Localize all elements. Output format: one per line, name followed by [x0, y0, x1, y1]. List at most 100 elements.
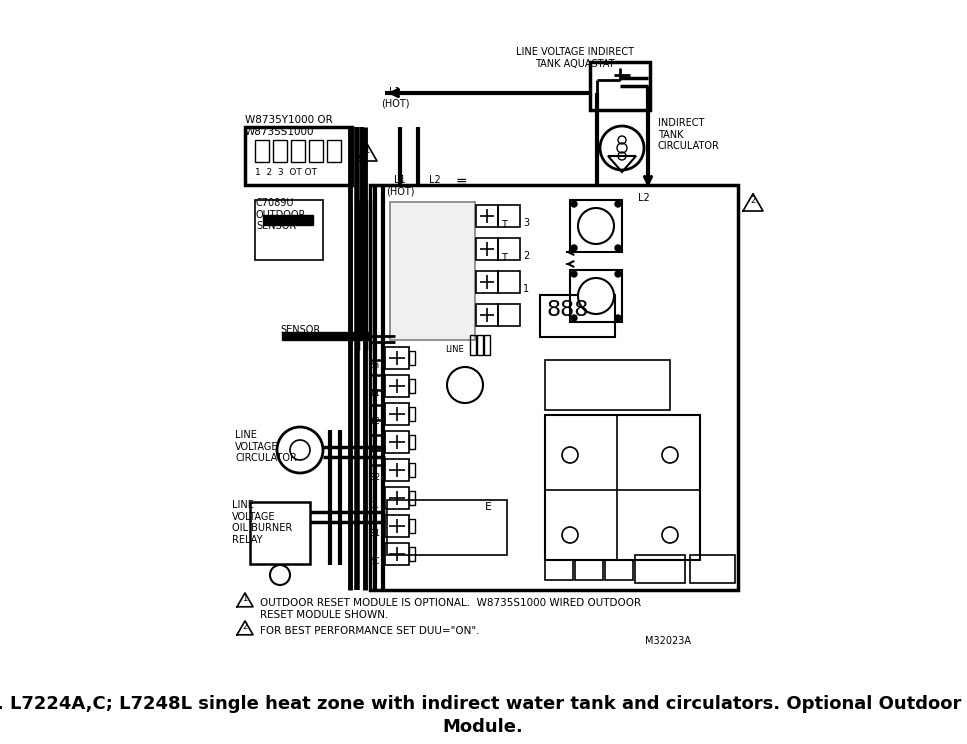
Circle shape: [270, 565, 290, 585]
Circle shape: [571, 315, 577, 321]
Bar: [498, 238, 520, 260]
Text: Fig. 8. L7224A,C; L7248L single heat zone with indirect water tank and circulato: Fig. 8. L7224A,C; L7248L single heat zon…: [0, 695, 967, 713]
Text: L1
(HOT): L1 (HOT): [381, 87, 409, 109]
Bar: [409, 463, 415, 477]
Text: C7089U
OUTDOOR
SENSOR: C7089U OUTDOOR SENSOR: [256, 198, 307, 231]
Text: B2: B2: [368, 473, 380, 482]
Bar: [245, 127, 352, 185]
Text: 1: 1: [243, 594, 248, 603]
Bar: [476, 238, 498, 260]
Text: L2: L2: [370, 417, 380, 426]
Text: LINE
VOLTAGE
OIL BURNER
RELAY: LINE VOLTAGE OIL BURNER RELAY: [232, 500, 292, 545]
Bar: [498, 304, 520, 326]
Bar: [385, 347, 409, 369]
Text: T: T: [501, 220, 507, 230]
Bar: [545, 415, 700, 560]
Bar: [635, 555, 685, 583]
Bar: [540, 295, 615, 337]
Bar: [409, 519, 415, 533]
Bar: [570, 270, 622, 322]
Text: M32023A: M32023A: [645, 636, 691, 646]
Text: 2: 2: [750, 196, 755, 205]
Bar: [409, 379, 415, 393]
Text: C2: C2: [368, 445, 380, 454]
Circle shape: [662, 447, 678, 463]
Bar: [476, 271, 498, 293]
Text: B1: B1: [368, 529, 380, 538]
Bar: [282, 332, 370, 340]
Text: L1: L1: [370, 389, 380, 398]
Bar: [409, 407, 415, 421]
Bar: [545, 360, 670, 410]
Bar: [476, 205, 498, 227]
Bar: [498, 205, 520, 227]
Circle shape: [447, 367, 483, 403]
Bar: [605, 560, 633, 580]
Text: C1: C1: [368, 501, 380, 510]
Circle shape: [615, 271, 621, 277]
Text: Zh: Zh: [368, 361, 380, 370]
Bar: [409, 491, 415, 505]
Bar: [575, 560, 603, 580]
Text: E: E: [485, 502, 492, 512]
Text: 2: 2: [243, 622, 248, 631]
Circle shape: [277, 427, 323, 473]
Text: L2: L2: [638, 193, 650, 203]
Text: T: T: [501, 253, 507, 263]
Bar: [385, 487, 409, 509]
Text: LINE: LINE: [445, 345, 463, 354]
Bar: [570, 200, 622, 252]
Bar: [263, 215, 313, 225]
Text: W8735Y1000 OR
W8735S1000: W8735Y1000 OR W8735S1000: [245, 115, 333, 137]
Circle shape: [615, 245, 621, 251]
Text: 1  2  3  OT OT: 1 2 3 OT OT: [255, 168, 317, 177]
Text: OUTDOOR RESET MODULE IS OPTIONAL.  W8735S1000 WIRED OUTDOOR
RESET MODULE SHOWN.: OUTDOOR RESET MODULE IS OPTIONAL. W8735S…: [260, 598, 641, 620]
Bar: [390, 202, 475, 340]
Bar: [409, 547, 415, 561]
Bar: [385, 515, 409, 537]
Bar: [590, 62, 650, 110]
Text: FOR BEST PERFORMANCE SET DUU="ON".: FOR BEST PERFORMANCE SET DUU="ON".: [260, 626, 480, 636]
Bar: [470, 335, 476, 355]
Bar: [385, 431, 409, 453]
Bar: [690, 555, 735, 583]
Bar: [370, 185, 738, 590]
Bar: [291, 140, 305, 162]
Text: L1
(HOT): L1 (HOT): [386, 175, 414, 196]
Bar: [476, 304, 498, 326]
Text: ZC: ZC: [368, 557, 380, 566]
Circle shape: [578, 278, 614, 314]
Circle shape: [600, 126, 644, 170]
Text: LINE VOLTAGE INDIRECT
TANK AQUASTAT: LINE VOLTAGE INDIRECT TANK AQUASTAT: [516, 47, 634, 68]
Bar: [545, 560, 573, 580]
Bar: [385, 543, 409, 565]
Text: 1: 1: [365, 146, 369, 155]
Bar: [385, 375, 409, 397]
Text: Module.: Module.: [443, 718, 523, 736]
Text: 888: 888: [546, 300, 588, 320]
Bar: [477, 335, 483, 355]
Bar: [255, 140, 269, 162]
Text: LINE
VOLTAGE
CIRCULATOR: LINE VOLTAGE CIRCULATOR: [235, 430, 297, 464]
Bar: [484, 335, 490, 355]
Text: ≡: ≡: [455, 175, 467, 189]
Text: 3: 3: [523, 218, 529, 228]
Circle shape: [578, 208, 614, 244]
Circle shape: [562, 527, 578, 543]
Bar: [409, 435, 415, 449]
Circle shape: [662, 527, 678, 543]
Text: SENSOR: SENSOR: [280, 325, 320, 335]
Circle shape: [571, 201, 577, 207]
Bar: [309, 140, 323, 162]
Circle shape: [571, 271, 577, 277]
Circle shape: [615, 315, 621, 321]
Text: INDIRECT
TANK
CIRCULATOR: INDIRECT TANK CIRCULATOR: [658, 118, 719, 151]
Circle shape: [615, 201, 621, 207]
Bar: [250, 502, 310, 564]
Circle shape: [562, 447, 578, 463]
Bar: [327, 140, 341, 162]
Bar: [409, 351, 415, 365]
Circle shape: [571, 245, 577, 251]
Text: L2: L2: [429, 175, 441, 185]
Bar: [385, 403, 409, 425]
